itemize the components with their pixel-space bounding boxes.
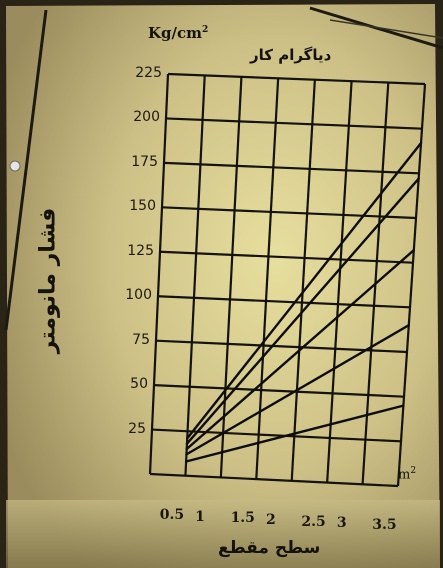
y-unit-exponent: 2: [202, 25, 209, 35]
y-unit-text: Kg/cm: [148, 24, 203, 42]
grid-line-horizontal: [153, 384, 405, 398]
sheet-top-edge-2: [329, 19, 443, 39]
mounting-screw: [9, 160, 21, 172]
grid-line-horizontal: [159, 250, 414, 264]
data-lines: [184, 141, 423, 463]
y-tick-label: 225: [135, 65, 162, 81]
grid-line-horizontal: [157, 295, 411, 309]
y-tick-label: 75: [132, 331, 150, 348]
y-tick-label: 175: [131, 153, 158, 170]
series-line-2: [185, 177, 420, 445]
sheet-left-edge: [4, 9, 48, 331]
series-line-3: [185, 248, 416, 451]
y-tick-label: 125: [127, 242, 154, 259]
y-axis-label: فشار مانومتر: [35, 207, 61, 354]
grid-line-vertical: [326, 81, 353, 483]
x-tick-label: 2: [266, 512, 276, 528]
y-tick-label: 25: [128, 420, 146, 437]
grid-line-vertical: [184, 75, 206, 476]
grid-line-vertical: [219, 76, 243, 478]
grid-line-horizontal: [149, 472, 399, 488]
grid-line-horizontal: [167, 72, 426, 86]
y-unit-label: Kg/cm2: [148, 24, 208, 42]
grid-line-vertical: [290, 79, 316, 481]
grid-line-vertical: [148, 73, 170, 475]
y-tick-label: 100: [125, 287, 152, 304]
x-axis-label: سطح مقطع: [218, 538, 321, 558]
paper-lower-shade: [6, 500, 440, 568]
x-tick-label: 1: [195, 508, 205, 525]
x-tick-label: 1.5: [230, 510, 255, 527]
x-unit-text: m: [398, 467, 411, 483]
y-tick-label: 200: [133, 109, 160, 126]
y-tick-label: 150: [129, 198, 156, 215]
series-line-1: [186, 141, 423, 440]
grid-line-horizontal: [161, 206, 417, 220]
y-tick-label: 50: [130, 376, 148, 393]
grid-line-horizontal: [165, 117, 423, 130]
x-tick-label: 2.5: [301, 513, 326, 530]
grid-line-horizontal: [163, 161, 420, 175]
series-line-5: [184, 404, 405, 463]
chart-title: دیاگرام کار: [250, 46, 332, 64]
x-tick-label: 0.5: [159, 506, 185, 523]
grid-line-vertical: [396, 83, 427, 487]
x-tick-label: 3: [336, 515, 347, 532]
x-tick-label: 3.5: [372, 517, 397, 534]
x-unit-exponent: 2: [410, 466, 417, 476]
x-unit-label: m2: [398, 466, 416, 482]
series-line-4: [185, 324, 410, 456]
